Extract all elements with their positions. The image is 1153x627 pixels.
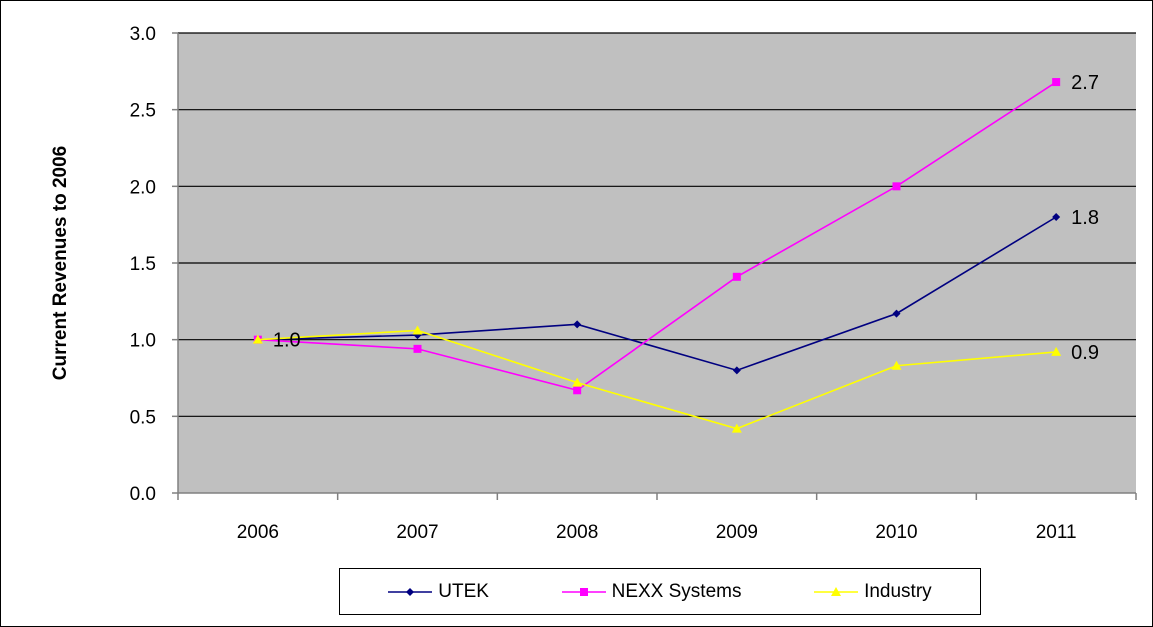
nexx-systems-point — [573, 386, 582, 395]
legend-swatch — [561, 587, 606, 596]
y-axis-title: Current Revenues to 2006 — [50, 146, 71, 380]
industry-line — [257, 329, 1057, 430]
y-axis-ticks: 0.0 0.5 1.0 1.5 2.0 2.5 3.0 — [130, 24, 178, 505]
x-tick-label: 2011 — [1036, 522, 1077, 543]
legend: UTEK NEXX Systems Industry — [339, 568, 981, 615]
utek-point — [1052, 213, 1061, 221]
y-tick-label: 2.5 — [130, 101, 156, 122]
nexx-systems-point — [1052, 78, 1061, 87]
legend-item-industry: Industry — [814, 581, 932, 603]
y-tick-label: 0.0 — [130, 484, 156, 505]
industry-point — [731, 423, 742, 433]
x-tick-label: 2010 — [875, 522, 917, 543]
y-tick-label: 0.5 — [130, 407, 156, 428]
legend-marker — [831, 586, 842, 596]
industry-point — [252, 334, 263, 344]
x-axis-ticks: 2006 2007 2008 2009 2010 2011 — [177, 493, 1137, 543]
utek-point — [573, 320, 582, 329]
legend-item-nexx-systems: NEXX Systems — [561, 580, 742, 603]
utek-line — [257, 216, 1057, 372]
industry-series — [252, 325, 1062, 433]
industry-point — [1051, 346, 1062, 356]
y-tick-label: 2.0 — [130, 177, 156, 198]
legend-label: NEXX Systems — [611, 580, 742, 602]
y-tick-label: 1.5 — [130, 254, 156, 275]
x-tick-label: 2008 — [556, 522, 598, 543]
legend-swatch — [814, 586, 859, 596]
legend-label: Industry — [864, 580, 932, 602]
data-label: 1.8 — [1071, 207, 1099, 229]
data-labels: 1.0 2.7 1.8 0.9 — [273, 72, 1099, 364]
legend-marker — [406, 587, 415, 596]
x-tick-label: 2009 — [716, 522, 758, 543]
legend-item-utek: UTEK — [388, 581, 489, 603]
nexx-systems-point — [413, 344, 422, 353]
utek-point — [892, 309, 901, 318]
y-tick-label: 3.0 — [130, 24, 156, 45]
nexx-systems-point — [732, 272, 741, 281]
data-label: 1.0 — [273, 330, 301, 352]
legend-marker — [579, 587, 588, 596]
industry-point — [572, 377, 583, 387]
x-tick-label: 2006 — [237, 522, 279, 543]
industry-point — [891, 360, 902, 370]
legend-label: UTEK — [438, 580, 489, 602]
series-lines — [252, 78, 1062, 433]
data-label: 2.7 — [1071, 72, 1099, 94]
x-tick-label: 2007 — [396, 522, 438, 543]
utek-point — [732, 366, 741, 375]
nexx-systems-line — [257, 81, 1057, 392]
grid-lines — [178, 32, 1136, 417]
legend-swatch — [388, 587, 433, 596]
industry-point — [412, 325, 423, 335]
nexx-systems-point — [892, 182, 901, 191]
data-label: 0.9 — [1071, 342, 1099, 364]
y-tick-label: 1.0 — [130, 331, 156, 352]
